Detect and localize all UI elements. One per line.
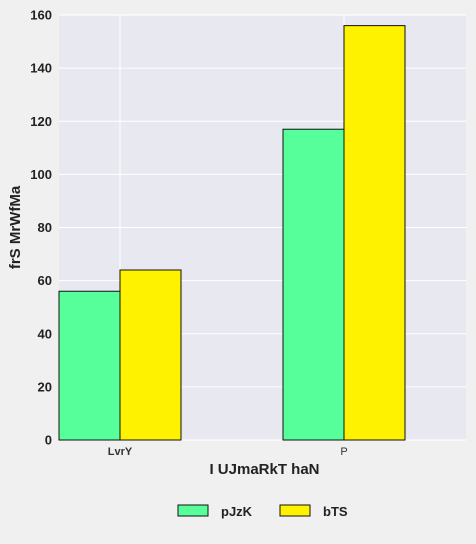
y-tick-label: 140 bbox=[30, 61, 52, 76]
y-tick-label: 60 bbox=[38, 273, 52, 288]
y-tick-label: 100 bbox=[30, 167, 52, 182]
y-axis-title: frS MrWfMa bbox=[7, 185, 24, 269]
y-tick-label: 120 bbox=[30, 114, 52, 129]
y-tick-label: 80 bbox=[38, 220, 52, 235]
y-tick-label: 160 bbox=[30, 8, 52, 23]
bar-bTS-P bbox=[343, 25, 406, 441]
legend-label-pJzK: pJzK bbox=[221, 504, 253, 519]
axes: 0 20 40 60 80 100 120 140 160 LvrY P bbox=[30, 8, 347, 459]
x-tick-label: P bbox=[340, 446, 347, 458]
legend: pJzK bTS bbox=[177, 504, 348, 519]
legend-swatch-pJzK bbox=[177, 504, 209, 517]
bar-pJzK-P bbox=[282, 128, 345, 441]
x-axis-title: I UJmaRkT haN bbox=[209, 461, 319, 478]
bars bbox=[58, 25, 406, 441]
bar-bTS-LvrY bbox=[119, 269, 182, 441]
x-tick-label: LvrY bbox=[108, 446, 133, 458]
y-tick-label: 40 bbox=[38, 326, 52, 341]
bar-pJzK-LvrY bbox=[58, 290, 121, 441]
y-tick-label: 0 bbox=[45, 433, 52, 448]
y-tick-label: 20 bbox=[38, 379, 52, 394]
legend-label-bTS: bTS bbox=[323, 504, 348, 519]
legend-swatch-bTS bbox=[279, 504, 311, 517]
